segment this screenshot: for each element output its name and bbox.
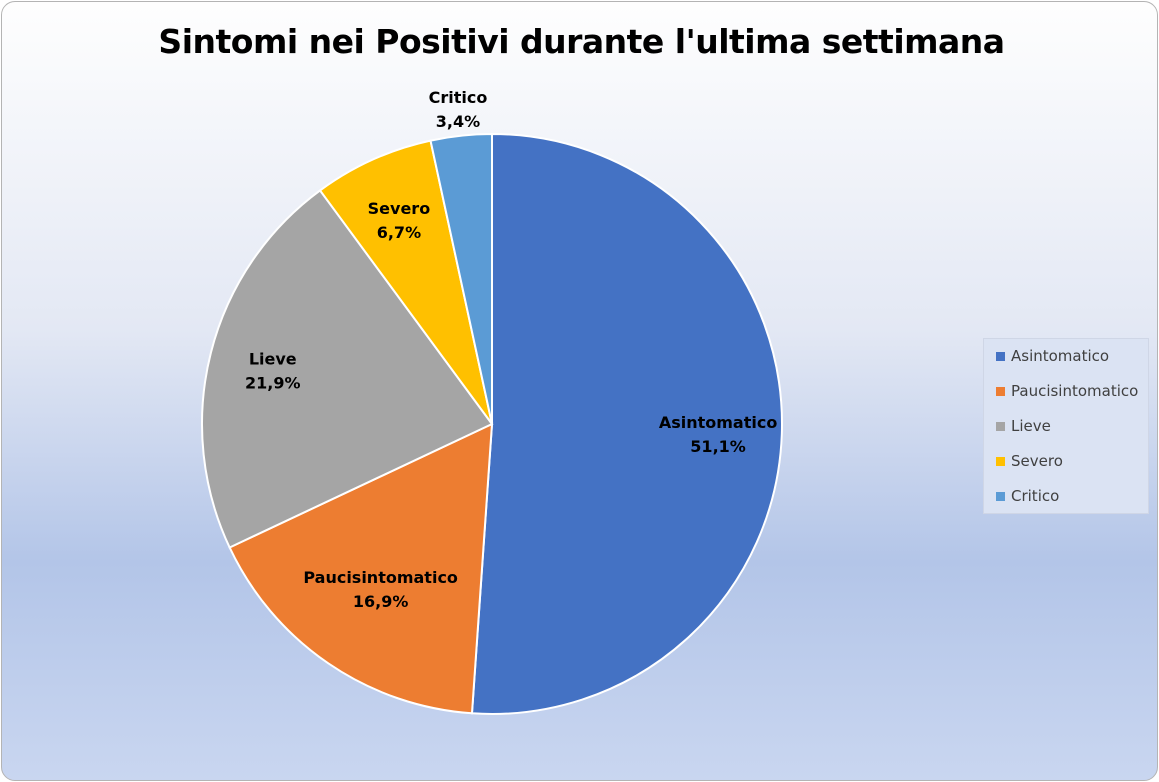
data-label-category-paucisintomatico: Paucisintomatico (303, 568, 458, 587)
legend-swatch (996, 456, 1005, 466)
legend-item-paucisintomatico: Paucisintomatico (996, 381, 1138, 401)
legend-swatch (996, 491, 1005, 501)
legend-label: Severo (1011, 452, 1063, 470)
data-label-category-critico: Critico (429, 88, 488, 107)
legend-item-asintomatico: Asintomatico (996, 346, 1109, 366)
pie-slice-lieve (201, 189, 494, 549)
legend-label: Paucisintomatico (1011, 382, 1139, 400)
chart-title: Sintomi nei Positivi durante l'ultima se… (158, 22, 1005, 61)
legend-item-severo: Severo (996, 451, 1063, 471)
legend-swatch (996, 421, 1005, 431)
legend-swatch (996, 351, 1005, 361)
data-label-category-severo: Severo (368, 199, 431, 218)
legend-item-lieve: Lieve (996, 416, 1051, 436)
legend-label: Lieve (1011, 417, 1051, 435)
data-label-value-asintomatico: 51,1% (690, 437, 746, 456)
data-label-category-lieve: Lieve (249, 349, 297, 368)
legend-swatch (996, 386, 1005, 396)
data-label-value-lieve: 21,9% (245, 373, 301, 392)
pie-slice-critico (429, 132, 493, 425)
data-label-value-paucisintomatico: 16,9% (353, 592, 409, 611)
legend-label: Asintomatico (1011, 347, 1110, 365)
pie-slice-paucisintomatico (228, 422, 494, 715)
legend-label: Critico (1011, 487, 1060, 505)
data-label-category-asintomatico: Asintomatico (659, 413, 778, 432)
pie-slice-severo (318, 139, 493, 425)
data-label-value-severo: 6,7% (377, 223, 421, 242)
data-label-value-critico: 3,4% (436, 112, 480, 131)
pie-slice-asintomatico (470, 132, 783, 715)
legend: Asintomatico Paucisintomatico Lieve Severo C… (983, 338, 1149, 514)
legend-item-critico: Critico (996, 486, 1059, 506)
